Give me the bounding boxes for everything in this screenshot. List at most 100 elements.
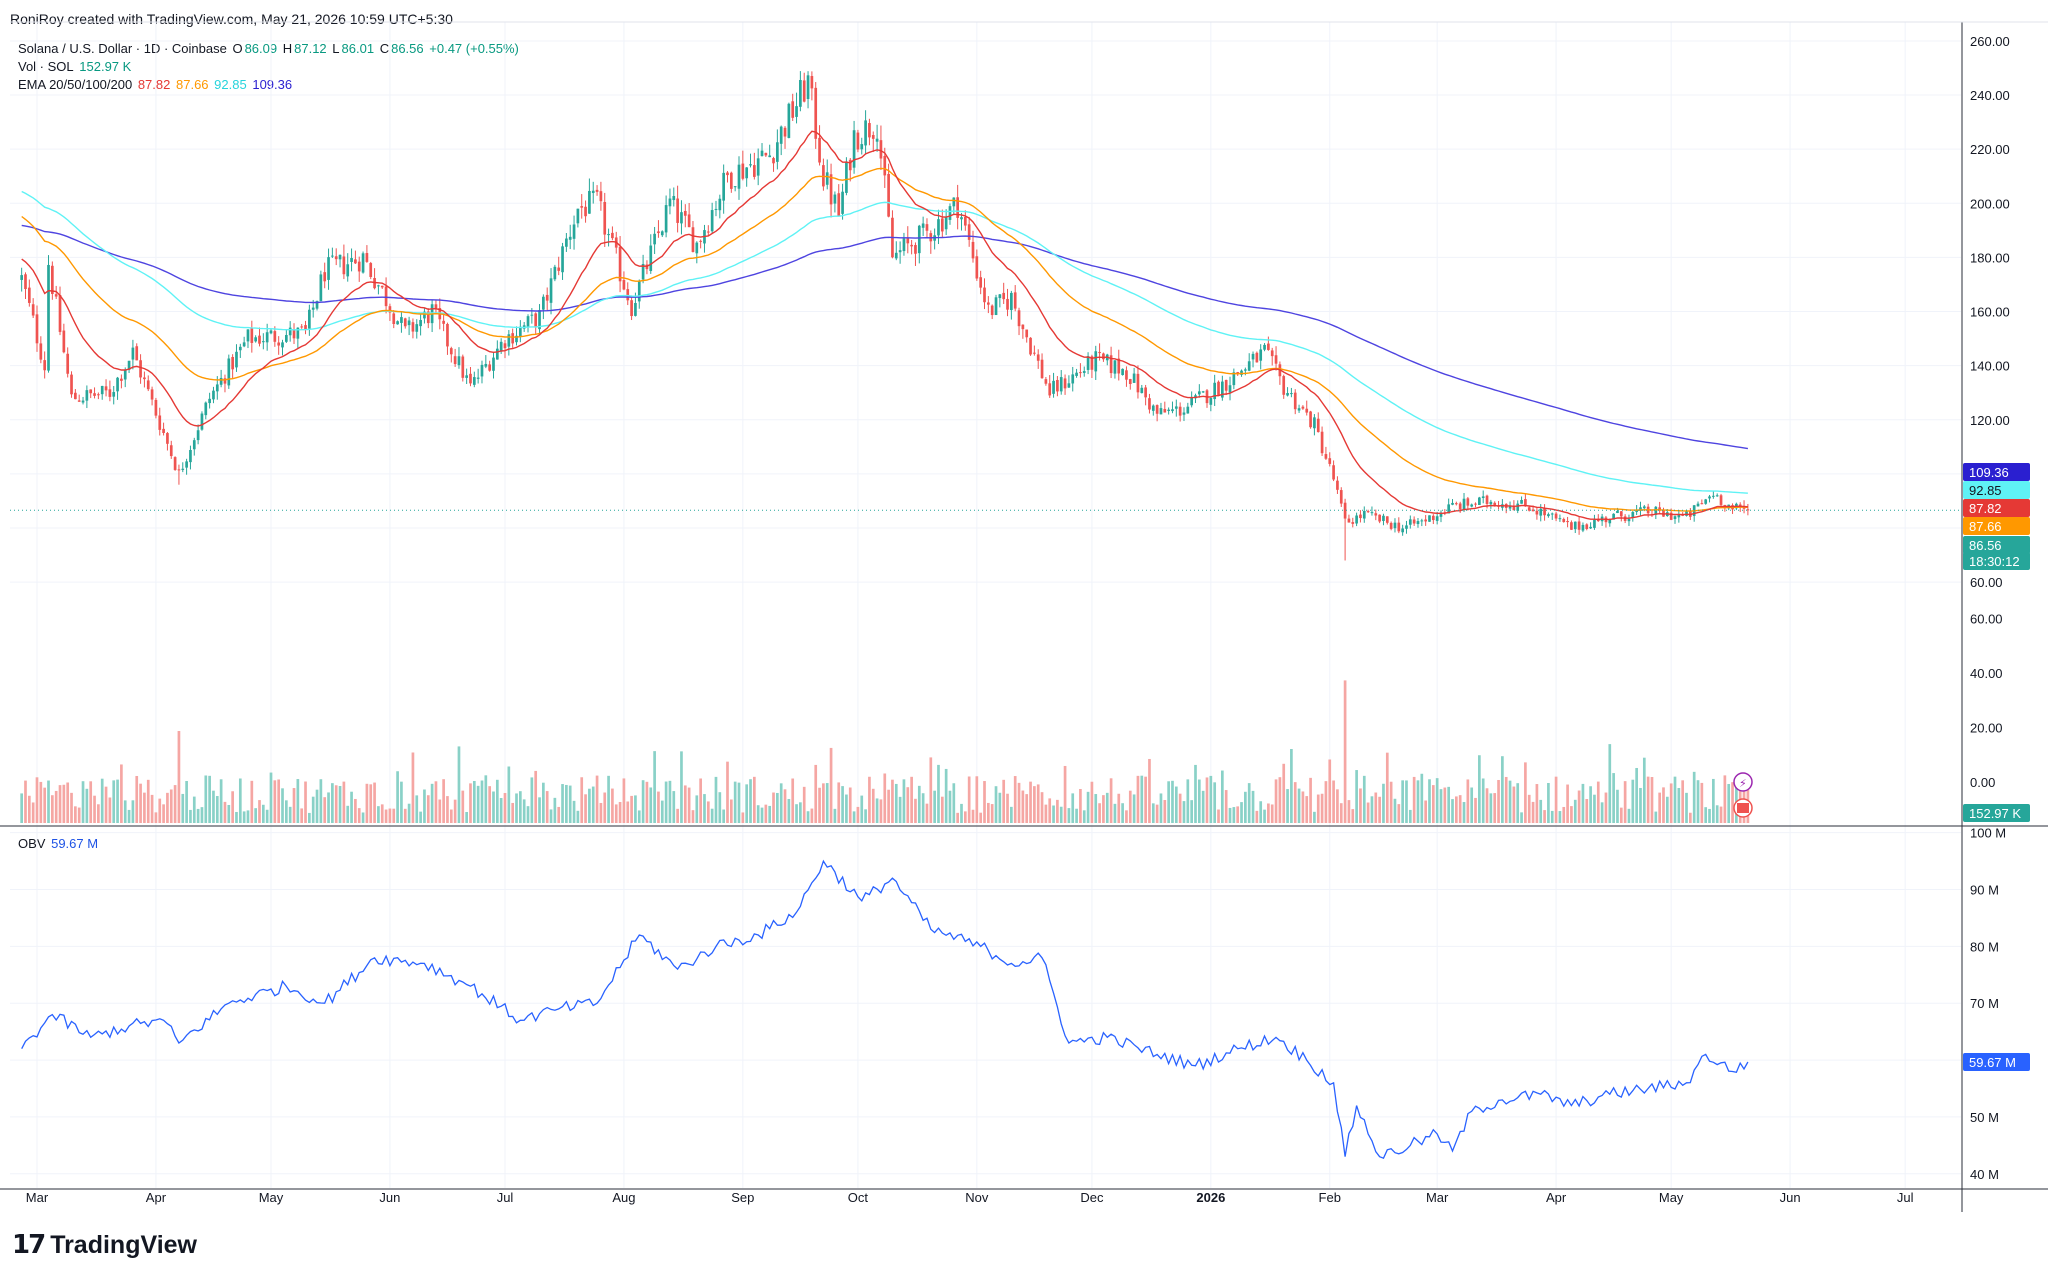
- candle-body: [1562, 519, 1566, 523]
- volume-bar: [553, 797, 557, 823]
- volume-bar: [269, 772, 273, 823]
- candle-body: [937, 219, 940, 236]
- volume-bar: [1447, 786, 1451, 823]
- volume-bar: [611, 788, 614, 823]
- candle-body: [818, 137, 821, 163]
- volume-bar: [795, 804, 798, 823]
- candle-body: [1654, 506, 1658, 515]
- candle-body: [875, 138, 879, 142]
- candle-body: [1639, 507, 1642, 511]
- volume-bar: [1558, 811, 1562, 823]
- candle-body: [1408, 519, 1412, 525]
- candle-body: [361, 253, 365, 273]
- volume-bar: [292, 788, 296, 823]
- volume-bar: [1224, 790, 1228, 823]
- time-axis-tick: May: [259, 1190, 284, 1205]
- volume-bar: [511, 802, 515, 823]
- volume-bar: [649, 787, 653, 823]
- volume-bar: [1428, 779, 1431, 823]
- volume-bar: [695, 795, 699, 823]
- candle-body: [27, 287, 31, 303]
- volume-bar: [1029, 781, 1032, 823]
- candle-body: [74, 392, 77, 400]
- volume-bar: [898, 796, 902, 823]
- candle-body: [108, 389, 112, 397]
- volume-bar: [1010, 806, 1013, 823]
- candle-body: [469, 373, 472, 384]
- candle-body: [1286, 393, 1289, 396]
- volume-bar: [1550, 810, 1554, 823]
- ema200-price-label-box: [1963, 463, 2030, 481]
- volume-bar: [1489, 793, 1493, 823]
- candle-body: [1700, 503, 1704, 505]
- volume-bar: [641, 780, 645, 823]
- candle-body: [699, 240, 702, 242]
- candle-body: [787, 103, 791, 138]
- volume-bar: [169, 789, 173, 823]
- volume-bar: [1731, 782, 1734, 823]
- volume-bar: [703, 794, 706, 823]
- candle-body: [1301, 406, 1305, 409]
- volume-bar: [1485, 788, 1489, 823]
- candle-body: [1631, 512, 1635, 518]
- grid-lines: [10, 22, 1961, 1188]
- volume-bar: [185, 781, 188, 823]
- volume-bar: [1642, 757, 1646, 823]
- volume-bar: [1389, 781, 1393, 823]
- legend-vol-label[interactable]: Vol · SOL: [18, 59, 74, 74]
- volume-bar: [93, 795, 96, 823]
- volume-bar: [1612, 773, 1615, 823]
- candle-body: [542, 296, 545, 310]
- volume-bar: [929, 757, 933, 823]
- candle-body: [764, 152, 768, 156]
- candle-body: [1412, 519, 1416, 524]
- obv-axis-tick: 40 M: [1970, 1167, 1999, 1182]
- volume-bars: [20, 680, 1750, 823]
- candle-body: [1232, 372, 1236, 386]
- volume-bar: [1497, 779, 1500, 823]
- candle-body: [1259, 349, 1263, 361]
- candle-body: [860, 144, 864, 150]
- candle-body: [1570, 522, 1573, 530]
- candle-body: [1140, 387, 1144, 394]
- candle-body: [1401, 528, 1404, 533]
- candle-body: [1313, 417, 1316, 429]
- volume-bar: [1658, 792, 1661, 823]
- legend-obv-label[interactable]: OBV: [18, 836, 46, 851]
- candle-body: [595, 189, 599, 192]
- legend-symbol[interactable]: Solana / U.S. Dollar · 1D · Coinbase: [18, 41, 227, 56]
- legend-open: 86.09: [244, 41, 278, 56]
- volume-bar: [1727, 783, 1731, 823]
- candle-body: [664, 205, 668, 233]
- volume-bar: [591, 786, 595, 823]
- volume-bar: [1316, 794, 1320, 823]
- ema100-price-label: 92.85: [1969, 483, 2002, 498]
- candle-body: [292, 329, 296, 339]
- volume-bar: [1213, 782, 1217, 823]
- volume-bar: [1600, 802, 1604, 823]
- volume-bar: [622, 778, 626, 823]
- volume-bar: [917, 785, 921, 823]
- candle-body: [1274, 355, 1278, 364]
- volume-bar: [1481, 778, 1485, 823]
- volume-bar: [442, 779, 445, 823]
- legend-main: Solana / U.S. Dollar · 1D · Coinbase O 86…: [18, 41, 521, 56]
- candle-body: [1589, 526, 1592, 529]
- candle-body: [150, 389, 154, 400]
- candle-body: [434, 304, 438, 309]
- brand-name: TradingView: [50, 1230, 197, 1259]
- volume-bar: [937, 764, 940, 823]
- volume-bar: [814, 764, 818, 823]
- candle-body: [403, 318, 407, 327]
- legend-ema-label[interactable]: EMA 20/50/100/200: [18, 77, 133, 92]
- volume-bar: [192, 796, 196, 823]
- candle-body: [377, 285, 380, 287]
- volume-bar: [1017, 782, 1021, 823]
- volume-bar: [112, 780, 116, 823]
- volume-bar: [672, 791, 676, 823]
- candle-body: [426, 311, 430, 324]
- volume-bar: [334, 785, 338, 823]
- volume-bar: [1205, 777, 1209, 823]
- candle-body: [480, 364, 484, 377]
